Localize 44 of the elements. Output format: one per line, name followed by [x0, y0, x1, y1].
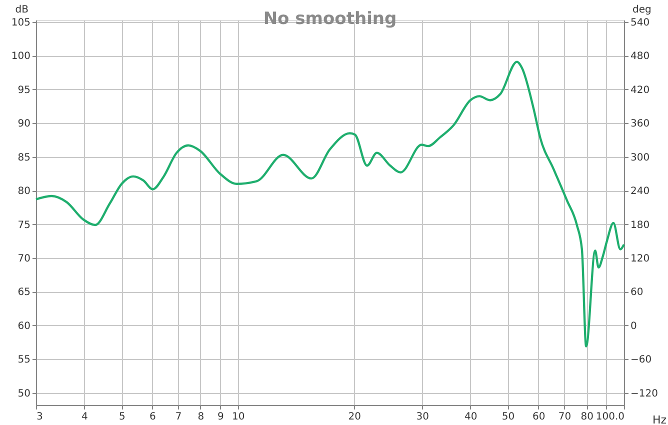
- y-tick-label: 65: [18, 287, 30, 298]
- x-tick-label: 10: [232, 412, 245, 422]
- y2-tick-label: 0: [630, 320, 637, 332]
- y-tick-label: 70: [18, 254, 30, 265]
- y2-tick-label: −120: [630, 388, 658, 400]
- x-tick-label: 100.0: [596, 412, 624, 422]
- y2-tick-label: 480: [630, 51, 650, 62]
- y-tick-label: 50: [18, 388, 30, 400]
- y2-tick-label: 180: [630, 220, 650, 231]
- x-tick-label: 9: [218, 412, 224, 422]
- y-tick-label: 95: [18, 84, 30, 96]
- y-tick-label: 75: [18, 220, 30, 231]
- y-axis-title: dB: [15, 4, 29, 16]
- x-tick-label: 3: [36, 412, 43, 422]
- y2-axis-title: deg: [632, 4, 652, 16]
- y2-tick-label: 240: [630, 186, 650, 198]
- y-tick-label: 100: [11, 51, 30, 62]
- x-tick-label: 4: [82, 412, 88, 422]
- x-tick-label: 8: [198, 412, 204, 422]
- x-tick-label: 30: [416, 412, 429, 422]
- x-tick-label: 70: [558, 412, 572, 422]
- y-tick-label: 90: [18, 118, 30, 130]
- x-tick-label: 5: [118, 412, 126, 422]
- x-tick-label: 7: [175, 412, 182, 422]
- x-tick-label: 40: [464, 412, 478, 422]
- y-tick-label: 85: [18, 152, 30, 164]
- x-tick-label: 60: [532, 412, 546, 422]
- y2-tick-label: 420: [630, 84, 650, 96]
- x-axis-title: Hz: [652, 414, 667, 425]
- y-tick-label: 55: [18, 354, 30, 366]
- x-tick-label: 50: [502, 412, 515, 422]
- x-tick-label: 80: [580, 412, 594, 422]
- y2-tick-label: 300: [630, 152, 650, 164]
- y-tick-label: 105: [11, 18, 30, 29]
- y2-tick-label: 60: [630, 287, 644, 298]
- x-tick-label: 20: [348, 412, 361, 422]
- x-tick-label: 6: [150, 412, 156, 422]
- y2-tick-label: −60: [630, 354, 652, 366]
- y-tick-label: 60: [18, 320, 30, 332]
- y2-tick-label: 540: [630, 18, 650, 29]
- chart-title: No smoothing: [263, 9, 397, 29]
- y2-tick-label: 120: [630, 254, 650, 265]
- y2-tick-label: 360: [630, 118, 650, 130]
- y-tick-label: 80: [18, 186, 30, 198]
